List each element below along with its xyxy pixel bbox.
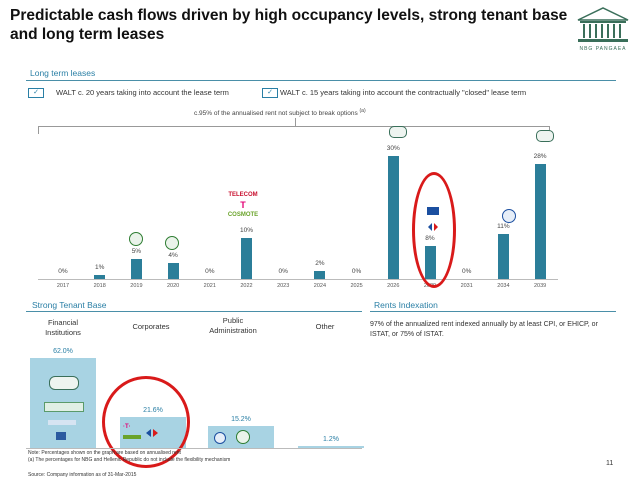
telecom-logo-icon: TELECOM — [228, 192, 258, 198]
lease-bar-label-2022: 10% — [239, 227, 253, 234]
lease-bar-label-2031: 0% — [461, 268, 472, 275]
lease-bar-label-2024: 2% — [315, 259, 325, 267]
lease-bar-2020 — [167, 262, 179, 279]
tenant-base-chart: 62.0% 21.6% 15.2% 1.2% — [30, 348, 364, 448]
tenant-bar-label-3: 1.2% — [323, 436, 339, 444]
break-option-footnote: (a) — [359, 108, 366, 114]
logo-text: NBG PANGAEA — [579, 46, 627, 52]
hellenic-republic-emblem-icon-2 — [165, 236, 179, 250]
lease-year-tick-2017: 2017 — [56, 283, 70, 289]
rents-section-divider — [370, 311, 616, 312]
lease-year-tick-2026: 2026 — [387, 283, 400, 289]
lease-bar-2024 — [314, 270, 326, 279]
lease-bar-label-2023: 0% — [278, 268, 288, 275]
tenant-bar-label-0: 62.0% — [53, 348, 73, 356]
tenant-category-financial: Financial Institutions — [45, 318, 81, 337]
lease-year-tick-2023: 2023 — [277, 283, 290, 289]
tenant-bar-label-2: 15.2% — [231, 415, 251, 423]
lease-year-tick-2039: 2039 — [533, 283, 547, 289]
lease-year-tick-2021: 2021 — [203, 283, 216, 289]
nbg-pangaea-logo-icon — [574, 6, 632, 52]
bank-logo-icon — [48, 420, 76, 425]
telekom-logo-icon: T — [240, 200, 246, 210]
lease-bar-2018 — [94, 274, 106, 279]
lease-bar-2034 — [497, 233, 509, 279]
break-option-note: c.95% of the annualised rent not subject… — [194, 108, 366, 117]
hellenic-republic-emblem-icon-3 — [236, 430, 250, 444]
lease-year-tick-2018: 2018 — [93, 283, 106, 289]
section-title-long-term-leases: Long term leases — [30, 68, 96, 78]
tenant-emblem-icon-2 — [214, 432, 226, 444]
page-number: 11 — [606, 460, 614, 467]
section-divider — [26, 80, 616, 81]
footnote-2: (a) The percentages for NBG and Hellenic… — [28, 457, 231, 463]
nbg-logo-icon — [389, 126, 407, 138]
lease-bar-label-2025: 0% — [351, 268, 362, 275]
walt1-checkbox: ✓ — [28, 88, 44, 98]
tenant-category-other: Other — [315, 322, 335, 331]
lease-bar-2019 — [130, 258, 142, 279]
break-bracket-center — [295, 118, 296, 126]
lease-year-tick-2020: 2020 — [166, 283, 180, 289]
cosmote-logo-icon: COSMOTE — [227, 212, 259, 218]
footnote-1: Note: Percentages shown on the graph are… — [28, 450, 181, 456]
lease-bar-label-2021: 0% — [205, 268, 215, 275]
break-bracket-line — [38, 126, 550, 127]
lease-bar-2022 — [241, 238, 252, 279]
section-title-rents-indexation: Rents Indexation — [374, 300, 438, 310]
walt2-checkbox: ✓ — [262, 88, 278, 98]
tenant-emblem-icon — [502, 209, 516, 223]
break-option-text: c.95% of the annualised rent not subject… — [194, 110, 358, 118]
lease-bar-label-2039: 28% — [533, 153, 547, 161]
break-bracket-left — [38, 126, 39, 134]
lease-year-tick-2022: 2022 — [240, 283, 253, 289]
nbg-logo-icon-3 — [49, 376, 79, 390]
lease-bar-label-2020: 4% — [168, 251, 178, 259]
lease-year-tick-2025: 2025 — [350, 283, 363, 289]
walt2-text: WALT c. 15 years taking into account the… — [280, 88, 527, 97]
lease-bar-label-2017: 0% — [58, 268, 68, 275]
highlight-circle-2029 — [412, 172, 456, 288]
lease-year-tick-2034: 2034 — [497, 283, 510, 289]
hellenic-republic-emblem-icon — [129, 232, 143, 246]
section-title-tenant-base: Strong Tenant Base — [32, 300, 107, 310]
walt1-text: WALT c. 20 years taking into account the… — [56, 88, 229, 97]
lease-year-tick-2019: 2019 — [130, 283, 143, 289]
lease-chart-baseline — [38, 279, 558, 280]
lease-bar-label-2026: 30% — [386, 145, 400, 152]
tenant-section-divider — [26, 311, 362, 312]
page-title: Predictable cash flows driven by high oc… — [10, 7, 568, 43]
nbg-logo-icon-2 — [536, 130, 554, 142]
highlight-circle-corporates — [102, 376, 190, 468]
lease-bar-2039 — [534, 164, 546, 279]
rents-indexation-text: 97% of the annualized rent indexed annua… — [370, 321, 598, 338]
lease-year-tick-2031: 2031 — [460, 283, 473, 289]
lease-year-tick-2024: 2024 — [313, 283, 327, 289]
tenant-category-public: Public Administration — [209, 316, 257, 335]
lease-bar-label-2034: 11% — [497, 222, 510, 230]
nbg-pangaea-tenant-logo-icon — [44, 402, 84, 412]
lease-bar-label-2018: 1% — [94, 263, 105, 271]
lease-bar-label-2019: 5% — [131, 247, 142, 255]
source-note: Source: Company information as of 31-Mar… — [28, 472, 137, 478]
tenant-chart-baseline — [26, 448, 362, 449]
tenant-category-corporates: Corporates — [132, 322, 170, 331]
bank-logo-icon-2 — [56, 432, 66, 440]
tenant-bar-3 — [298, 446, 364, 448]
lease-bar-2026 — [387, 156, 399, 279]
